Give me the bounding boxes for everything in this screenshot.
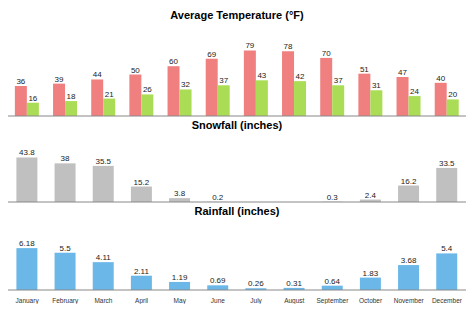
svg-text:July: July (250, 297, 262, 304)
svg-text:September: September (317, 297, 350, 304)
svg-text:6.18: 6.18 (19, 239, 35, 248)
html-text:Rainfall (inches): Rainfall (inches) (194, 205, 280, 217)
svg-text:0.2: 0.2 (212, 193, 224, 202)
svg-text:May: May (174, 297, 187, 304)
svg-text:August: August (284, 297, 304, 304)
svg-text:43: 43 (257, 71, 266, 80)
svg-text:39: 39 (55, 75, 64, 84)
svg-text:79: 79 (245, 41, 254, 50)
svg-text:43.8: 43.8 (19, 148, 35, 157)
svg-text:April: April (135, 297, 149, 304)
svg-text:5.4: 5.4 (441, 244, 453, 253)
svg-text:2.4: 2.4 (365, 191, 377, 200)
svg-text:1.83: 1.83 (363, 269, 379, 278)
svg-text:0.69: 0.69 (210, 276, 226, 285)
svg-text:24: 24 (410, 87, 419, 96)
svg-text:4.11: 4.11 (96, 253, 112, 262)
svg-text:44: 44 (93, 70, 102, 79)
svg-text:47: 47 (398, 68, 407, 77)
svg-text:32: 32 (181, 80, 190, 89)
svg-text:November: November (394, 297, 425, 304)
svg-text:38: 38 (61, 154, 70, 163)
svg-text:37: 37 (219, 76, 228, 85)
svg-text:50: 50 (131, 66, 140, 75)
html-text:Average Temperature (°F): Average Temperature (°F) (170, 9, 304, 21)
svg-text:June: June (211, 297, 225, 304)
svg-text:16.2: 16.2 (401, 177, 417, 186)
svg-text:0.64: 0.64 (324, 277, 340, 286)
svg-text:69: 69 (207, 50, 216, 59)
svg-text:2.11: 2.11 (134, 267, 150, 276)
svg-text:0.31: 0.31 (286, 279, 302, 288)
svg-text:October: October (359, 297, 383, 304)
svg-text:21: 21 (105, 90, 114, 99)
svg-text:March: March (94, 297, 112, 304)
svg-text:33.5: 33.5 (439, 159, 455, 168)
svg-text:0.3: 0.3 (327, 193, 339, 202)
svg-text:1.19: 1.19 (172, 273, 188, 282)
svg-text:20: 20 (448, 90, 457, 99)
svg-text:51: 51 (360, 65, 369, 74)
svg-text:December: December (432, 297, 463, 304)
svg-text:3.8: 3.8 (174, 189, 186, 198)
svg-text:18: 18 (67, 92, 76, 101)
html-text:Snowfall (inches): Snowfall (inches) (191, 119, 283, 131)
svg-text:36: 36 (16, 77, 25, 86)
svg-text:3.68: 3.68 (401, 256, 417, 265)
svg-text:16: 16 (28, 94, 37, 103)
svg-text:5.5: 5.5 (60, 244, 72, 253)
svg-text:26: 26 (143, 85, 152, 94)
svg-text:60: 60 (169, 57, 178, 66)
svg-text:40: 40 (436, 74, 445, 83)
svg-text:42: 42 (296, 72, 305, 81)
svg-text:70: 70 (322, 49, 331, 58)
svg-text:15.2: 15.2 (134, 178, 150, 187)
svg-text:35.5: 35.5 (95, 157, 111, 166)
svg-text:78: 78 (284, 42, 293, 51)
svg-text:0.26: 0.26 (248, 279, 264, 288)
svg-text:37: 37 (334, 76, 343, 85)
svg-text:February: February (52, 297, 79, 304)
svg-text:January: January (16, 297, 40, 304)
svg-text:31: 31 (372, 81, 381, 90)
